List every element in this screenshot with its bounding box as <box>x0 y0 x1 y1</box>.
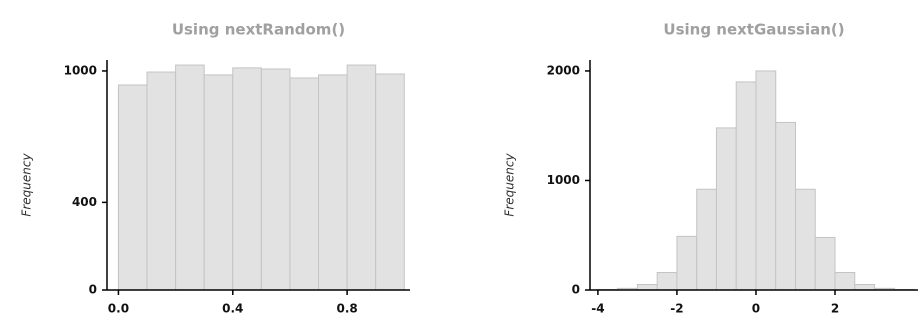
bar <box>318 74 348 291</box>
bar <box>175 64 205 291</box>
bar <box>232 67 262 291</box>
bar <box>117 84 148 291</box>
bar <box>203 74 234 291</box>
bar <box>854 284 876 291</box>
bar <box>636 284 658 291</box>
bar <box>676 235 698 291</box>
bar <box>375 73 405 291</box>
bar <box>656 271 678 291</box>
x-tick-label: 2 <box>831 302 839 316</box>
bar <box>146 71 177 291</box>
x-tick-label: 0.0 <box>108 302 129 316</box>
bar <box>696 188 717 291</box>
bar <box>735 81 757 291</box>
y-tick-label: 1000 <box>547 173 580 187</box>
y-tick-label: 0 <box>89 283 97 297</box>
x-tick-label: -2 <box>670 302 683 316</box>
x-tick-label: 0 <box>752 302 760 316</box>
x-tick-label: -4 <box>591 302 604 316</box>
bar <box>755 70 777 291</box>
bar <box>794 188 816 291</box>
y-tick-label: 400 <box>72 195 97 209</box>
chart-title: Using nextRandom() <box>172 21 345 39</box>
bar <box>715 127 737 291</box>
x-tick-label: 0.4 <box>222 302 243 316</box>
bar <box>260 68 291 291</box>
y-axis-label: Frequency <box>20 153 34 217</box>
y-tick-label: 1000 <box>64 63 97 77</box>
y-tick-label: 0 <box>572 283 580 297</box>
x-tick-label: 0.8 <box>336 302 357 316</box>
bar <box>346 64 377 291</box>
y-tick-label: 2000 <box>547 63 580 77</box>
bar <box>814 236 836 291</box>
bar <box>289 77 320 291</box>
chart-title: Using nextGaussian() <box>663 21 844 39</box>
bar <box>775 121 796 291</box>
bar <box>834 271 856 291</box>
y-axis-label: Frequency <box>503 153 517 217</box>
